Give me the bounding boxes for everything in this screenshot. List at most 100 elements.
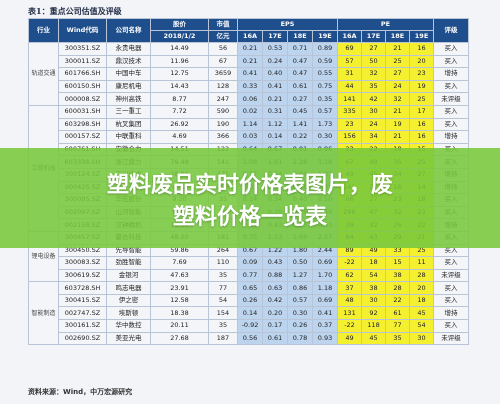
- table-cell: 0.21: [262, 92, 288, 106]
- table-cell: 32: [361, 67, 387, 81]
- table-cell: 金银河: [106, 268, 151, 283]
- table-cell: 0.63: [262, 281, 288, 295]
- table-cell: 0.56: [237, 331, 263, 346]
- table-cell: 增持: [433, 67, 470, 81]
- table-cell: 30: [361, 293, 387, 308]
- table-cell: 1.70: [311, 268, 339, 283]
- table-cell: 603728.SH: [58, 281, 107, 295]
- table-cell: 买入: [433, 42, 470, 56]
- table-cell: 32: [385, 92, 411, 106]
- table-cell: 买入: [433, 281, 470, 295]
- table-cell: 0.21: [237, 42, 263, 56]
- table-cell: 0.61: [262, 331, 288, 346]
- table-cell: 600150.SH: [58, 79, 107, 94]
- table-cell: 601766.SH: [58, 67, 107, 81]
- table-cell: 0.33: [237, 79, 263, 94]
- table-cell: 0.37: [311, 319, 339, 333]
- table-row: 工程机械600031.SH三一重工7.725900.020.310.450.57…: [28, 104, 470, 232]
- table-cell: 鸣志电器: [106, 281, 151, 295]
- sector-cell: 轨道交通: [28, 42, 59, 106]
- table-cell: 26.92: [150, 117, 209, 132]
- header-cell: Wind代码: [58, 18, 107, 43]
- source-note: 资料来源：Wind，中万宏源研究: [28, 388, 133, 396]
- table-cell: 1.41: [287, 117, 313, 132]
- table-cell: 77: [208, 281, 238, 295]
- table-cell: -0.92: [237, 319, 263, 333]
- table-cell: 61: [385, 306, 411, 321]
- table-cell: 美亚光电: [106, 331, 151, 346]
- table-cell: 603298.SH: [58, 117, 107, 132]
- table-cell: 20.11: [150, 319, 209, 333]
- table-cell: 0.30: [287, 306, 313, 321]
- table-row: 000157.SZ 中联重科 4.69 366 0.03 0.14 0.22 0.30 156 3…: [29, 130, 470, 144]
- table-cell: 57: [337, 54, 363, 69]
- table-cell: 12.58: [150, 293, 209, 308]
- table-cell: 0.27: [287, 92, 313, 106]
- title-overlay-banner: [0, 148, 500, 248]
- table-cell: 0.65: [237, 281, 263, 295]
- table-cell: -22: [337, 319, 363, 333]
- subheader-cell: 17E: [361, 30, 387, 43]
- table-cell: 买入: [433, 54, 470, 69]
- subheader-cell: 18E: [385, 30, 411, 43]
- table-cell: 0.57: [311, 104, 339, 119]
- table-cell: 0.89: [311, 42, 339, 56]
- table-cell: 0.21: [237, 54, 263, 69]
- table-cell: 300161.SZ: [58, 319, 107, 333]
- table-cell: 7.72: [150, 104, 209, 119]
- table-cell: 21: [385, 104, 411, 119]
- table-cell: 35: [208, 319, 238, 333]
- table-cell: 18: [409, 293, 435, 308]
- table-cell: 47.63: [150, 268, 209, 283]
- table-cell: 45: [409, 306, 435, 321]
- table-title: 表1：重点公司估值及评级: [28, 6, 122, 16]
- table-cell: 0.88: [262, 268, 288, 283]
- table-cell: 25: [409, 92, 435, 106]
- table-cell: 0.30: [311, 130, 339, 144]
- table-cell: 35: [385, 331, 411, 346]
- table-row: 300161.SZ 华中数控 20.11 35 -0.92 0.17 0.26 0.37 -22…: [29, 319, 470, 333]
- table-cell: 27: [361, 42, 387, 56]
- table-row: 002690.SZ 美亚光电 27.68 187 0.56 0.61 0.78 0.93 49 4…: [29, 331, 470, 346]
- table-cell: 002747.SZ: [58, 306, 107, 321]
- table-cell: 128: [208, 79, 238, 94]
- table-cell: 110: [208, 256, 238, 270]
- table-cell: 28: [385, 281, 411, 295]
- table-cell: 0.41: [262, 79, 288, 94]
- table-cell: 21: [385, 130, 411, 144]
- table-cell: 38: [361, 281, 387, 295]
- table-cell: 77: [385, 319, 411, 333]
- table-cell: 1.14: [237, 117, 263, 132]
- table-cell: 4.69: [150, 130, 209, 144]
- table-cell: 23: [337, 117, 363, 132]
- table-cell: 18.38: [150, 306, 209, 321]
- table-cell: 20: [409, 54, 435, 69]
- table-cell: 0.69: [311, 293, 339, 308]
- table-cell: 141: [337, 92, 363, 106]
- table-cell: 华中数控: [106, 319, 151, 333]
- subheader-cell: 19E: [409, 30, 435, 43]
- table-cell: 0.75: [311, 79, 339, 94]
- table-cell: 永贵电器: [106, 42, 151, 56]
- table-cell: 24: [361, 117, 387, 132]
- table-cell: 20: [409, 281, 435, 295]
- table-cell: 未评级: [433, 331, 470, 346]
- table-cell: 156: [337, 130, 363, 144]
- table-cell: 鼎汉技术: [106, 54, 151, 69]
- table-cell: 27: [385, 67, 411, 81]
- subheader-cell: 19E: [311, 30, 339, 43]
- table-cell: 0.14: [262, 130, 288, 144]
- table-row: 300083.SZ 劲胜智能 7.69 110 0.09 0.43 0.50 0.69 -22 1…: [29, 256, 470, 270]
- table-cell: 0.59: [311, 54, 339, 69]
- header-cell: 行业: [28, 18, 59, 43]
- table-cell: 38: [385, 268, 411, 283]
- table-cell: 31: [337, 67, 363, 81]
- table-cell: 335: [337, 104, 363, 119]
- header-cell: 评级: [433, 18, 470, 43]
- table-cell: 37: [337, 281, 363, 295]
- table-cell: 0.43: [262, 256, 288, 270]
- table-cell: 002690.SZ: [58, 331, 107, 346]
- table-cell: 0.47: [287, 54, 313, 69]
- table-cell: 神州高铁: [106, 92, 151, 106]
- table-row: 300011.SZ 鼎汉技术 11.96 67 0.21 0.24 0.47 0.59 57 50…: [29, 54, 470, 69]
